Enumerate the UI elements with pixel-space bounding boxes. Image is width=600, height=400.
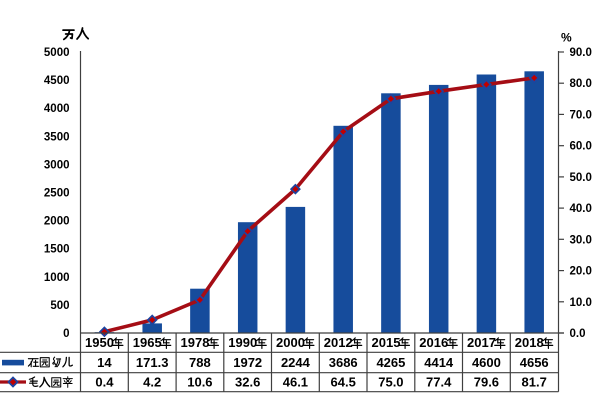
svg-text:10.6: 10.6 xyxy=(187,374,212,389)
svg-text:70.0: 70.0 xyxy=(570,109,592,121)
svg-text:1965: 1965 xyxy=(133,335,162,350)
svg-text:171.3: 171.3 xyxy=(136,355,169,370)
svg-text:1972: 1972 xyxy=(233,355,262,370)
svg-text:3500: 3500 xyxy=(44,131,70,143)
svg-text:3686: 3686 xyxy=(329,355,358,370)
svg-text:20.0: 20.0 xyxy=(570,266,592,278)
svg-text:4414: 4414 xyxy=(424,355,454,370)
svg-text:4.2: 4.2 xyxy=(143,374,161,389)
svg-text:80.0: 80.0 xyxy=(570,78,592,90)
svg-text:3000: 3000 xyxy=(44,159,70,171)
svg-text:2000: 2000 xyxy=(276,335,305,350)
svg-text:2012: 2012 xyxy=(324,335,353,350)
svg-text:81.7: 81.7 xyxy=(522,374,547,389)
svg-text:1500: 1500 xyxy=(44,244,70,256)
svg-text:4265: 4265 xyxy=(376,355,405,370)
svg-text:2244: 2244 xyxy=(281,355,311,370)
svg-text:79.6: 79.6 xyxy=(474,374,499,389)
svg-text:2018: 2018 xyxy=(515,335,544,350)
svg-text:500: 500 xyxy=(50,300,69,312)
svg-text:14: 14 xyxy=(97,355,112,370)
svg-text:1950: 1950 xyxy=(85,335,114,350)
svg-text:64.5: 64.5 xyxy=(331,374,356,389)
svg-text:4000: 4000 xyxy=(44,103,70,115)
svg-text:2015: 2015 xyxy=(372,335,401,350)
svg-text:40.0: 40.0 xyxy=(570,203,592,215)
svg-text:4500: 4500 xyxy=(44,75,70,87)
svg-text:0.0: 0.0 xyxy=(570,328,586,340)
svg-text:32.6: 32.6 xyxy=(235,374,260,389)
svg-text:30.0: 30.0 xyxy=(570,234,592,246)
svg-text:4600: 4600 xyxy=(472,355,501,370)
svg-text:788: 788 xyxy=(189,355,211,370)
svg-text:46.1: 46.1 xyxy=(283,374,308,389)
svg-text:1990: 1990 xyxy=(228,335,257,350)
svg-text:5000: 5000 xyxy=(44,47,70,59)
svg-text:60.0: 60.0 xyxy=(570,141,592,153)
svg-text:2000: 2000 xyxy=(44,216,70,228)
svg-text:2017: 2017 xyxy=(467,335,496,350)
svg-text:50.0: 50.0 xyxy=(570,172,592,184)
svg-text:77.4: 77.4 xyxy=(426,374,452,389)
svg-text:2016: 2016 xyxy=(419,335,448,350)
svg-text:0.4: 0.4 xyxy=(95,374,114,389)
svg-text:2500: 2500 xyxy=(44,188,70,200)
svg-text:%: % xyxy=(561,31,572,45)
svg-text:0: 0 xyxy=(63,328,69,340)
svg-text:10.0: 10.0 xyxy=(570,297,592,309)
svg-text:4656: 4656 xyxy=(520,355,549,370)
svg-text:1000: 1000 xyxy=(44,272,70,284)
svg-text:1978: 1978 xyxy=(181,335,210,350)
svg-text:75.0: 75.0 xyxy=(378,374,403,389)
svg-text:90.0: 90.0 xyxy=(570,47,592,59)
